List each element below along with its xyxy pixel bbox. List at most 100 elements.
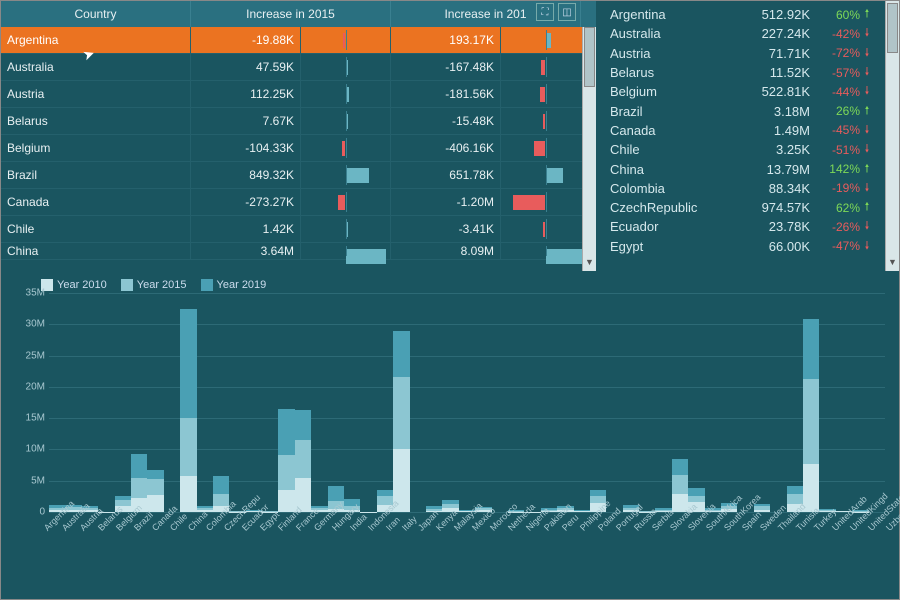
bar[interactable]	[295, 293, 311, 512]
bar-2019	[501, 27, 591, 53]
list-item[interactable]: Austria71.71K-72%🠗	[610, 44, 897, 63]
table-row[interactable]: Belgium-104.33K-406.16K	[1, 135, 596, 162]
summary-list: Argentina512.92K60%🠕Australia227.24K-42%…	[596, 1, 899, 271]
list-item[interactable]: China13.79M142%🠕	[610, 159, 897, 178]
expand-icon[interactable]: ⛶	[536, 3, 554, 21]
bar[interactable]	[655, 293, 671, 512]
scroll-thumb[interactable]	[887, 3, 898, 53]
y-axis-label: 30M	[15, 319, 45, 330]
list-item[interactable]: Belarus11.52K-57%🠗	[610, 63, 897, 82]
col-header-2015[interactable]: Increase in 2015	[191, 1, 391, 27]
bar[interactable]	[574, 293, 590, 512]
bar[interactable]	[262, 293, 278, 512]
arrow-down-icon: 🠗	[860, 63, 874, 82]
list-item[interactable]: Colombia88.34K-19%🠗	[610, 179, 897, 198]
bar[interactable]	[688, 293, 704, 512]
bar[interactable]	[737, 293, 753, 512]
bar[interactable]	[197, 293, 213, 512]
bar[interactable]	[869, 293, 885, 512]
bar[interactable]	[82, 293, 98, 512]
bar[interactable]	[721, 293, 737, 512]
list-item[interactable]: Brazil3.18M26%🠕	[610, 101, 897, 120]
bar[interactable]	[475, 293, 491, 512]
list-item[interactable]: Argentina512.92K60%🠕	[610, 5, 897, 24]
bar[interactable]	[770, 293, 786, 512]
value-2015: 7.67K	[191, 108, 301, 134]
bar[interactable]	[328, 293, 344, 512]
bar[interactable]	[590, 293, 606, 512]
bar[interactable]	[213, 293, 229, 512]
bar[interactable]	[311, 293, 327, 512]
col-header-2019[interactable]: Increase in 201 ⛶ ◫	[391, 1, 581, 27]
table-row[interactable]: China3.64M8.09M	[1, 243, 596, 260]
legend-item-2015[interactable]: Year 2015	[121, 279, 187, 291]
bar[interactable]	[147, 293, 163, 512]
table-row[interactable]: Brazil849.32K651.78K	[1, 162, 596, 189]
list-item[interactable]: Chile3.25K-51%🠗	[610, 140, 897, 159]
list-item[interactable]: CzechRepublic974.57K62%🠕	[610, 198, 897, 217]
list-country: Ecuador	[610, 219, 730, 234]
bar[interactable]	[705, 293, 721, 512]
list-pct: 26%	[810, 104, 860, 118]
bar[interactable]	[442, 293, 458, 512]
bar[interactable]	[98, 293, 114, 512]
bar[interactable]	[623, 293, 639, 512]
bar[interactable]	[754, 293, 770, 512]
legend-item-2019[interactable]: Year 2019	[201, 279, 267, 291]
bar[interactable]	[639, 293, 655, 512]
bar[interactable]	[524, 293, 540, 512]
table-row[interactable]: Chile1.42K-3.41K	[1, 216, 596, 243]
bar[interactable]	[393, 293, 409, 512]
table-row[interactable]: Canada-273.27K-1.20M	[1, 189, 596, 216]
bar[interactable]	[508, 293, 524, 512]
list-item[interactable]: Australia227.24K-42%🠗	[610, 24, 897, 43]
table-row[interactable]: Austria112.25K-181.56K	[1, 81, 596, 108]
list-value: 88.34K	[730, 181, 810, 196]
bar[interactable]	[606, 293, 622, 512]
popout-icon[interactable]: ◫	[558, 3, 576, 21]
list-pct: 62%	[810, 201, 860, 215]
list-pct: -57%	[810, 66, 860, 80]
bar[interactable]	[344, 293, 360, 512]
bar[interactable]	[836, 293, 852, 512]
scroll-thumb[interactable]	[584, 27, 595, 87]
bar[interactable]	[377, 293, 393, 512]
list-item[interactable]: Belgium522.81K-44%🠗	[610, 82, 897, 101]
bar[interactable]	[672, 293, 688, 512]
list-item[interactable]: Ecuador23.78K-26%🠗	[610, 217, 897, 236]
bar[interactable]	[787, 293, 803, 512]
value-2019: -3.41K	[391, 216, 501, 242]
table-scrollbar[interactable]: ▼	[582, 27, 596, 271]
bar[interactable]	[541, 293, 557, 512]
bar[interactable]	[426, 293, 442, 512]
table-row[interactable]: Australia47.59K-167.48K	[1, 54, 596, 81]
table-row[interactable]: Belarus7.67K-15.48K	[1, 108, 596, 135]
bar[interactable]	[49, 293, 65, 512]
arrow-up-icon: 🠕	[860, 198, 874, 217]
list-country: Belarus	[610, 65, 730, 80]
bar[interactable]	[131, 293, 147, 512]
bar[interactable]	[410, 293, 426, 512]
bar[interactable]	[557, 293, 573, 512]
list-item[interactable]: Egypt66.00K-47%🠗	[610, 237, 897, 256]
list-item[interactable]: Canada1.49M-45%🠗	[610, 121, 897, 140]
bar[interactable]	[164, 293, 180, 512]
table-row[interactable]: Argentina-19.88K193.17K	[1, 27, 596, 54]
bar[interactable]	[229, 293, 245, 512]
bar[interactable]	[819, 293, 835, 512]
list-scrollbar[interactable]: ▼	[885, 1, 899, 271]
legend-item-2010[interactable]: Year 2010	[41, 279, 107, 291]
country-cell: Austria	[1, 81, 191, 107]
bar[interactable]	[492, 293, 508, 512]
col-header-country[interactable]: Country	[1, 1, 191, 27]
list-country: Australia	[610, 26, 730, 41]
bar[interactable]	[246, 293, 262, 512]
bar[interactable]	[803, 293, 819, 512]
bar[interactable]	[180, 293, 196, 512]
bar[interactable]	[278, 293, 294, 512]
bar[interactable]	[360, 293, 376, 512]
bar[interactable]	[852, 293, 868, 512]
bar[interactable]	[459, 293, 475, 512]
bar[interactable]	[65, 293, 81, 512]
bar[interactable]	[115, 293, 131, 512]
